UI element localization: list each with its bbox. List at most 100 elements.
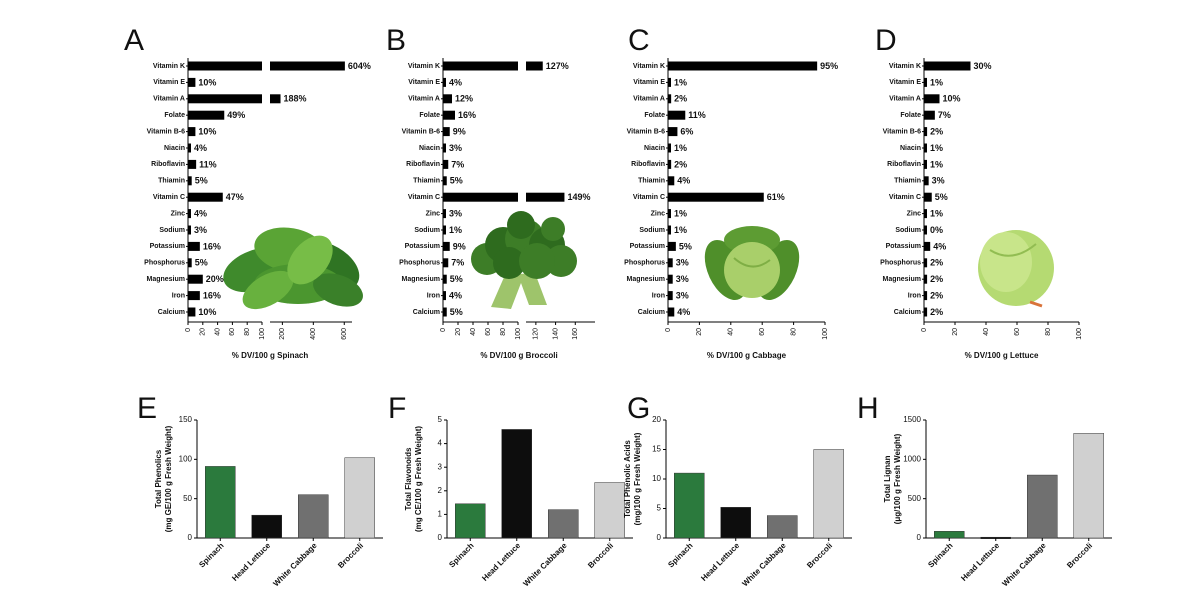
bar [443, 291, 446, 301]
data-label: 3% [194, 225, 207, 235]
data-label: 1% [674, 77, 687, 87]
bar [1073, 433, 1104, 539]
broccoli-floret [493, 247, 525, 279]
bar-upper [526, 61, 543, 71]
y-axis-label: Total Phenolics [154, 449, 163, 508]
bar [298, 494, 329, 539]
bar [594, 482, 625, 539]
x-tick-label: 40 [214, 328, 221, 336]
data-label: 10% [198, 126, 216, 136]
lettuce-vein [989, 243, 1037, 257]
x-tick-label: 20 [455, 328, 462, 336]
x-tick-label: White Cabbage [740, 541, 788, 589]
bar [188, 241, 200, 251]
category-label: Folate [419, 112, 440, 119]
bar [188, 61, 262, 71]
x-tick-label: 80 [1045, 328, 1052, 336]
category-label: Phosphorus [880, 260, 921, 267]
bar [668, 225, 671, 235]
category-label: Phosphorus [144, 260, 185, 267]
y-axis-label: Total Flavonoids [404, 447, 413, 511]
x-tick-label: 160 [572, 328, 579, 340]
data-label: 16% [203, 241, 221, 251]
category-label: Phosphorus [624, 260, 665, 267]
x-tick-label: 80 [244, 328, 251, 336]
category-label: Riboflavin [631, 161, 665, 168]
category-label: Sodium [159, 227, 185, 234]
x-tick-label: 60 [485, 328, 492, 336]
bar [443, 127, 450, 137]
bar [668, 274, 673, 284]
data-label: 5% [195, 258, 208, 268]
bar [668, 61, 818, 71]
y-axis-label: Total Phenolic Acids [623, 440, 632, 518]
spinach-leaf [242, 270, 294, 310]
bar [251, 514, 282, 539]
data-label: 4% [933, 241, 946, 251]
x-tick-label: 60 [229, 328, 236, 336]
bar [813, 449, 844, 539]
bar [924, 94, 940, 104]
category-label: Vitamin K [889, 63, 921, 70]
category-label: Vitamin C [153, 194, 185, 201]
category-label: Vitamin A [408, 96, 440, 103]
data-label: 2% [930, 307, 943, 317]
data-label: 16% [203, 290, 221, 300]
data-label: 2% [930, 274, 943, 284]
bar [924, 176, 929, 186]
data-label: 16% [458, 110, 476, 120]
cabbage-head [724, 242, 780, 298]
bar [924, 61, 971, 71]
panel-a: A 0 20 40 60 80 100 200 400 600 % DV/100 g Spinach… [124, 24, 371, 360]
bar [720, 507, 751, 539]
y-tick-label: 1000 [903, 454, 921, 463]
category-label: Zinc [651, 210, 665, 217]
category-label: Riboflavin [151, 161, 185, 168]
bar [668, 258, 673, 268]
data-label: 2% [674, 94, 687, 104]
data-label: 149% [567, 192, 590, 202]
bar [1027, 474, 1058, 539]
y-tick-label: 500 [908, 494, 922, 503]
category-label: Iron [908, 292, 921, 299]
data-label: 1% [930, 143, 943, 153]
category-label: Zinc [171, 210, 185, 217]
bar [668, 291, 673, 301]
x-tick-label: 0 [440, 328, 447, 332]
bar-upper [270, 94, 281, 104]
bar [668, 127, 678, 137]
bar [668, 176, 675, 186]
x-tick-label: 100 [822, 328, 829, 340]
data-label: 2% [930, 290, 943, 300]
category-label: Vitamin B-6 [883, 128, 921, 135]
panel-letter: A [124, 24, 144, 57]
data-label: 3% [449, 143, 462, 153]
category-label: Thiamin [894, 178, 921, 185]
category-label: Magnesium [882, 276, 921, 283]
y-tick-label: 1 [438, 510, 443, 519]
cabbage-vein [733, 257, 771, 268]
data-label: 1% [930, 77, 943, 87]
bar-upper [270, 61, 345, 71]
bar [924, 77, 927, 87]
category-label: Phosphorus [399, 260, 440, 267]
y-axis-label: (mg CE/100 g Fresh Weight) [414, 426, 423, 532]
panel-letter: E [137, 392, 157, 425]
category-label: Vitamin K [408, 63, 440, 70]
lettuce-stem [1029, 300, 1043, 308]
x-tick-label: 600 [341, 328, 348, 340]
x-tick-label: 100 [259, 328, 266, 340]
category-label: Vitamin C [889, 194, 921, 201]
data-label: 4% [449, 290, 462, 300]
x-tick-label: White Cabbage [1000, 541, 1048, 589]
y-tick-label: 5 [657, 504, 662, 513]
data-label: 5% [679, 241, 692, 251]
bar [668, 110, 686, 120]
data-label: 5% [935, 192, 948, 202]
x-tick-label: 40 [470, 328, 477, 336]
category-label: Sodium [895, 227, 921, 234]
data-label: 7% [938, 110, 951, 120]
bar [443, 258, 449, 268]
category-label: Riboflavin [887, 161, 921, 168]
